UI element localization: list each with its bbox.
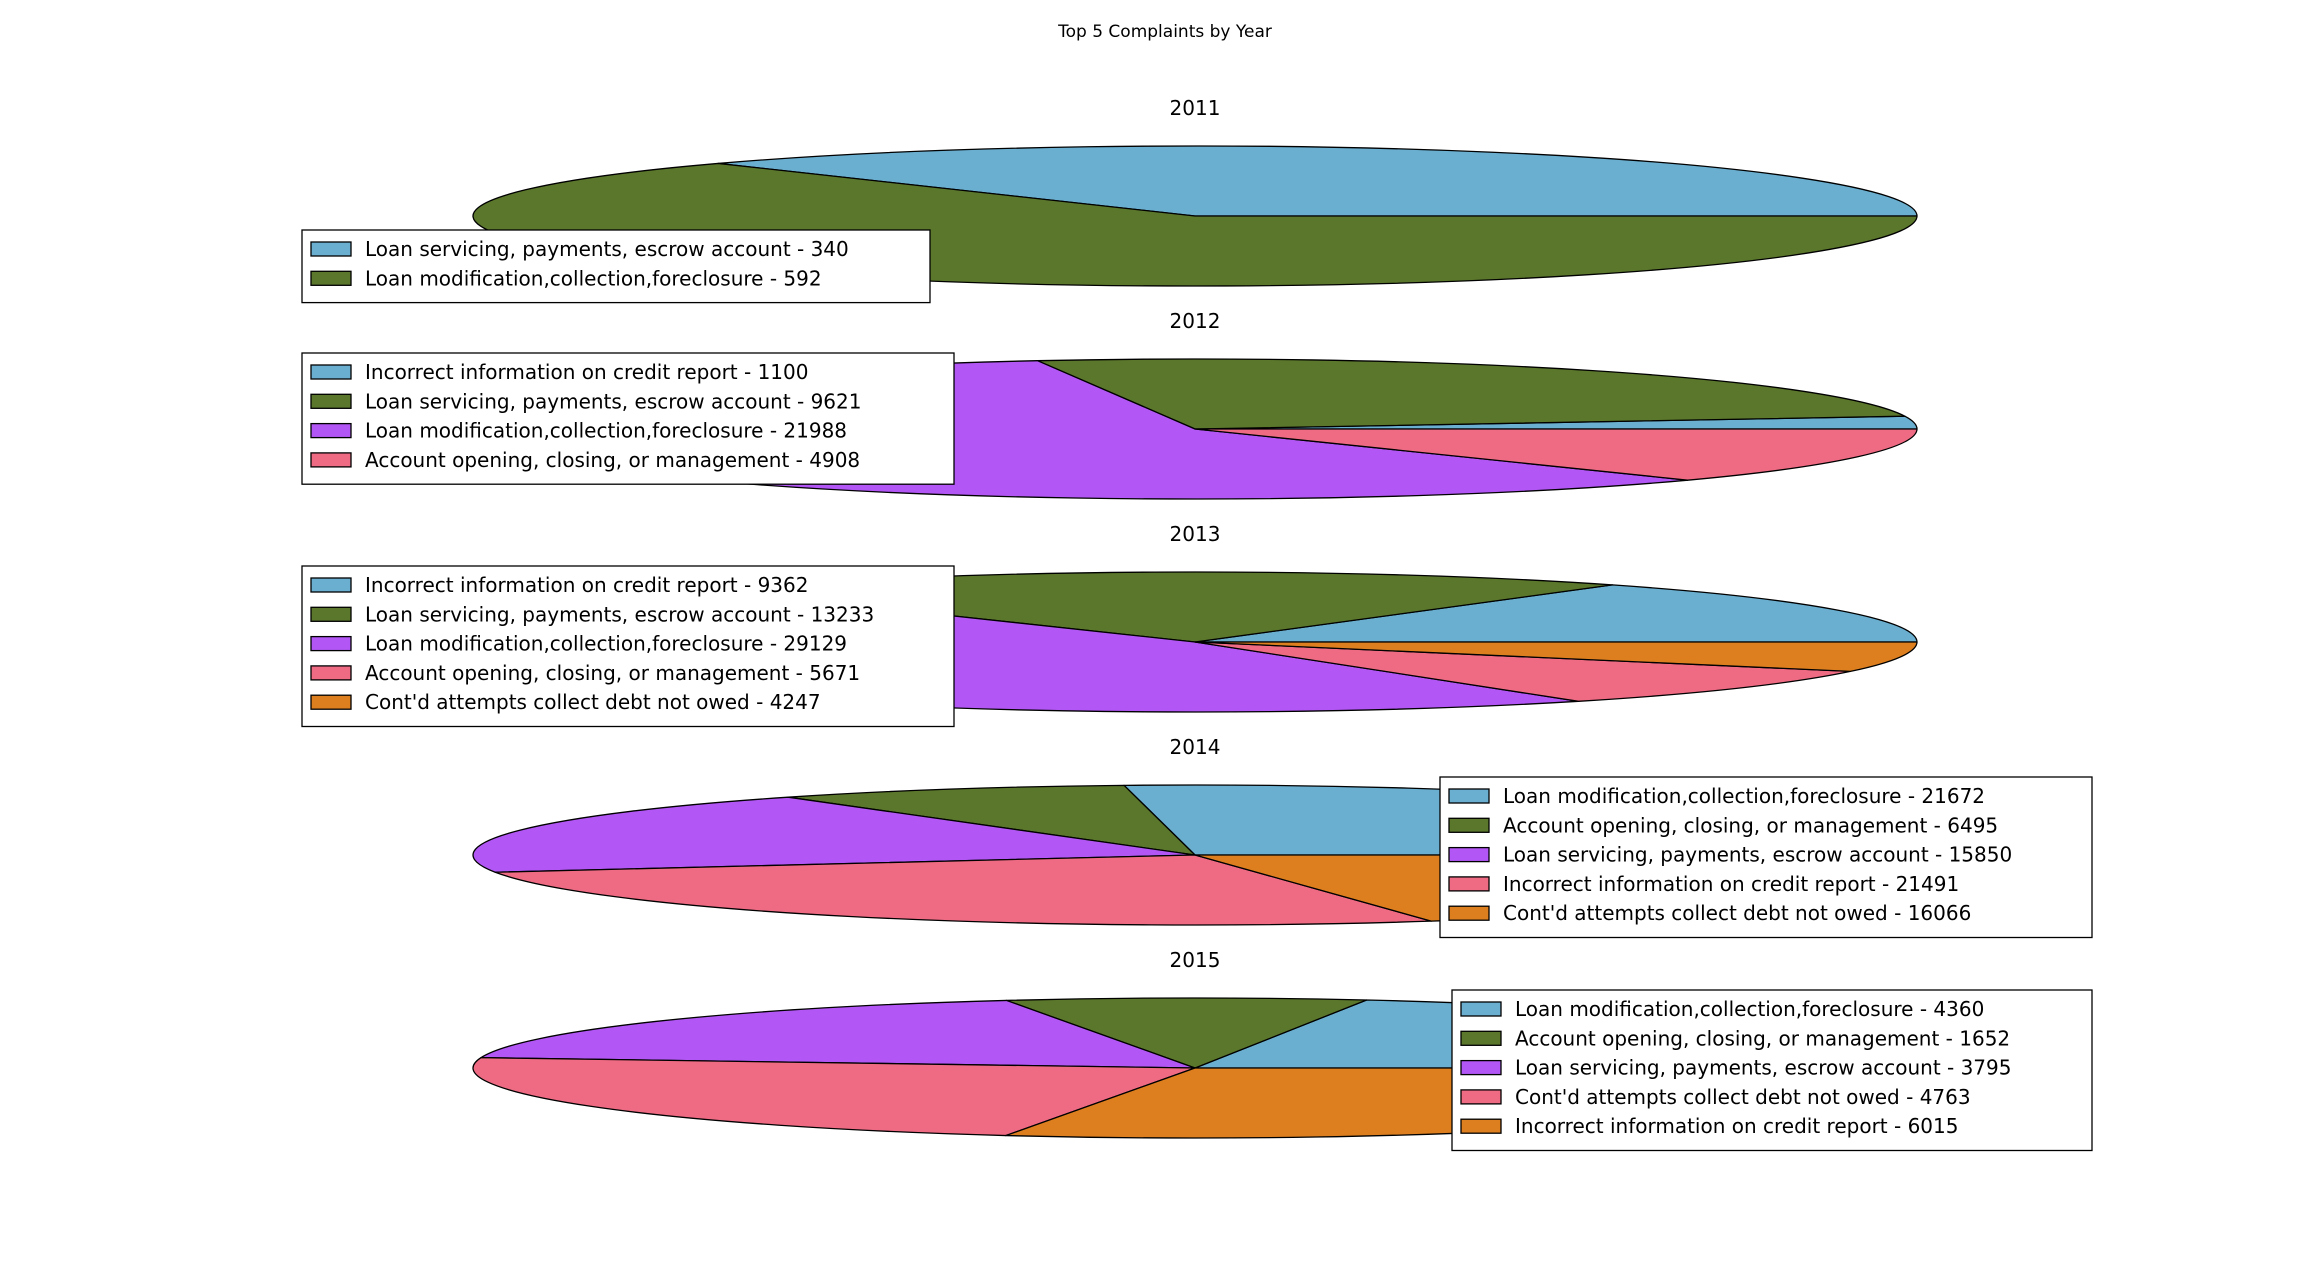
legend-swatch [310,452,352,468]
pie-year-label: 2015 [1170,948,1221,972]
legend-swatch [1448,788,1490,804]
pie-slice [1194,641,1852,702]
pie-2015: 2015 Loan modification,collection,foreclo… [472,948,2093,1152]
legend-swatch [310,422,352,439]
pie-2011: 2011 Loan servicing, payments, escrow acc… [301,96,1918,304]
legend-swatch [1448,817,1490,833]
pie-year-label: 2014 [1170,735,1221,759]
legend-swatch [1460,1089,1502,1105]
legend-entry: Account opening, closing, or management … [365,448,860,472]
pie-year-label: 2011 [1170,96,1221,120]
legend-entry: Account opening, closing, or management … [1503,813,1998,837]
legend-entry: Incorrect information on credit report -… [1515,1114,1958,1138]
legend-swatch [310,241,352,257]
legend-entry: Loan servicing, payments, escrow account… [365,237,849,261]
legend-swatch [310,393,352,409]
legend-swatch [310,606,352,622]
legend-entry: Loan modification,collection,foreclosure… [1515,997,1984,1021]
legend-entry: Account opening, closing, or management … [365,661,860,685]
legend-swatch [1460,1030,1502,1046]
pie-year-label: 2013 [1170,522,1221,546]
pie-slice [1036,358,1906,430]
legend-swatch [1448,905,1490,921]
pie-slice [1194,428,1918,481]
legend-swatch [1448,846,1490,863]
legend-box [301,352,955,485]
pie-slice [717,145,1918,217]
pie-slice [494,854,1432,926]
legend-box [1439,776,2093,939]
legend-swatch [310,635,352,652]
legend-entry: Incorrect information on credit report -… [365,360,808,384]
legend-box [301,229,931,304]
legend-entry: Loan servicing, payments, escrow account… [365,602,874,626]
legend-swatch [1448,876,1490,892]
pie-slice [787,784,1196,856]
legend-entry: Loan servicing, payments, escrow account… [1515,1056,2011,1080]
legend-swatch [310,665,352,681]
pies-layer: 2011 Loan servicing, payments, escrow acc… [301,96,2093,1152]
legend-entry: Cont'd attempts collect debt not owed - … [1503,901,1971,925]
legend-entry: Loan modification,collection,foreclosure… [365,419,847,443]
legend-swatch [310,270,352,286]
legend-entry: Incorrect information on credit report -… [365,573,808,597]
pie-slice [1005,997,1368,1069]
pie-slice [472,1057,1196,1137]
legend-box [1451,989,2093,1152]
legend-2012: Incorrect information on credit report -… [301,352,955,485]
legend-box [301,565,955,728]
legend-swatch [310,694,352,710]
legend-entry: Incorrect information on credit report -… [1503,872,1959,896]
legend-entry: Account opening, closing, or management … [1515,1026,2010,1050]
legend-entry: Loan modification,collection,foreclosure… [365,632,847,656]
legend-entry: Loan servicing, payments, escrow account… [1503,843,2012,867]
chart-title: Top 5 Complaints by Year [1057,22,1272,42]
legend-2013: Incorrect information on credit report -… [301,565,955,728]
pie-2013: 2013 Incorrect information on credit repo… [301,522,1918,728]
legend-entry: Loan modification,collection,foreclosure… [365,266,822,290]
pie-slice [1194,584,1918,643]
legend-entry: Loan modification,collection,foreclosure… [1503,784,1985,808]
legend-2011: Loan servicing, payments, escrow account… [301,229,931,304]
legend-entry: Loan servicing, payments, escrow account… [365,389,861,413]
legend-swatch [1460,1118,1502,1134]
legend-swatch [1460,1001,1502,1017]
legend-entry: Cont'd attempts collect debt not owed - … [1515,1085,1971,1109]
pie-slice [1194,641,1918,673]
legend-2014: Loan modification,collection,foreclosure… [1439,776,2093,939]
pie-2012: 2012 Incorrect information on credit repo… [301,309,1918,500]
pie-2014: 2014 Loan modification,collection,foreclo… [472,735,2093,939]
pie-year-label: 2012 [1170,309,1221,333]
legend-2015: Loan modification,collection,foreclosure… [1451,989,2093,1152]
legend-swatch [310,364,352,380]
pie-slice [472,796,1196,873]
legend-entry: Cont'd attempts collect debt not owed - … [365,690,821,714]
pie-slice [480,999,1196,1069]
legend-swatch [1460,1059,1502,1076]
legend-swatch [310,577,352,593]
